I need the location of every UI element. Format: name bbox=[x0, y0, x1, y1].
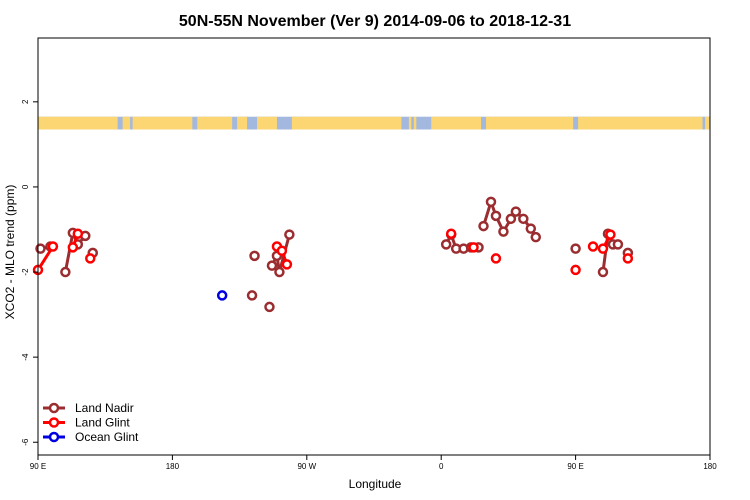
y-tick-label: 2 bbox=[21, 99, 30, 104]
series-ocean-glint bbox=[216, 290, 228, 301]
land-band bbox=[705, 116, 710, 130]
legend-label: Land Glint bbox=[75, 416, 130, 430]
land-band bbox=[122, 116, 131, 130]
data-point bbox=[518, 213, 529, 225]
data-point bbox=[274, 266, 285, 278]
data-point bbox=[597, 243, 609, 254]
y-tick-label: -4 bbox=[21, 353, 30, 361]
data-point bbox=[60, 266, 71, 278]
data-point bbox=[510, 206, 522, 217]
series-land-nadir bbox=[35, 196, 634, 313]
x-tick-label: 90 E bbox=[30, 462, 46, 471]
data-point bbox=[281, 259, 293, 270]
data-point bbox=[72, 228, 84, 239]
land-band bbox=[291, 116, 402, 130]
y-tick-label: 0 bbox=[21, 184, 30, 189]
data-point bbox=[530, 231, 542, 243]
land-band bbox=[431, 116, 482, 130]
data-point bbox=[216, 290, 228, 301]
data-point bbox=[246, 290, 258, 301]
plot-frame bbox=[37, 37, 711, 456]
y-tick-label: -2 bbox=[21, 268, 30, 276]
chart-title: 50N-55N November (Ver 9) 2014-09-06 to 2… bbox=[179, 13, 571, 30]
x-tick-label: 0 bbox=[439, 462, 444, 471]
data-point bbox=[597, 266, 609, 278]
land-band bbox=[197, 116, 233, 130]
legend-label: Land Nadir bbox=[75, 401, 134, 415]
data-point bbox=[570, 243, 581, 254]
land-band bbox=[413, 116, 417, 130]
y-axis-label: XCO2 - MLO trend (ppm) bbox=[3, 185, 17, 320]
x-tick-label: 180 bbox=[166, 462, 180, 471]
x-tick-label: 90 W bbox=[297, 462, 316, 471]
series-land-glint bbox=[32, 228, 634, 276]
data-point bbox=[478, 220, 489, 232]
land-band bbox=[38, 116, 118, 130]
data-point bbox=[445, 228, 457, 239]
y-tick-label: -6 bbox=[21, 438, 30, 446]
data-point bbox=[490, 253, 502, 264]
data-point bbox=[525, 223, 537, 234]
data-point bbox=[505, 213, 517, 225]
x-tick-label: 90 E bbox=[567, 462, 583, 471]
land-band bbox=[578, 116, 703, 130]
data-point bbox=[249, 250, 260, 262]
data-point bbox=[570, 264, 581, 276]
x-axis-label: Longitude bbox=[349, 477, 402, 491]
data-point bbox=[622, 253, 634, 264]
data-point bbox=[468, 242, 479, 253]
data-point bbox=[587, 241, 599, 252]
data-point bbox=[490, 210, 502, 222]
land-band bbox=[132, 116, 193, 130]
data-point bbox=[440, 239, 452, 250]
data-point bbox=[85, 253, 96, 264]
land-band bbox=[408, 116, 412, 130]
data-point bbox=[485, 196, 497, 208]
data-point bbox=[266, 260, 278, 271]
axes: 90 E 180 90 W 0 90 E 180 -6 -4 -2 0 2 bbox=[21, 99, 717, 471]
data-point bbox=[605, 229, 616, 240]
data-point bbox=[67, 242, 79, 253]
series-layer bbox=[32, 196, 634, 313]
data-point bbox=[498, 226, 509, 237]
land-ocean-strip bbox=[38, 116, 710, 130]
data-point bbox=[47, 241, 59, 252]
legend-marker bbox=[48, 402, 60, 414]
legend-label: Ocean Glint bbox=[75, 430, 139, 444]
land-band bbox=[237, 116, 248, 130]
data-point bbox=[264, 301, 275, 313]
land-band bbox=[486, 116, 574, 130]
data-point bbox=[284, 229, 295, 240]
land-band bbox=[257, 116, 277, 130]
data-point bbox=[612, 239, 624, 250]
data-point bbox=[276, 245, 288, 257]
legend-marker bbox=[48, 417, 60, 428]
legend-marker bbox=[48, 431, 60, 443]
x-tick-label: 180 bbox=[703, 462, 717, 471]
